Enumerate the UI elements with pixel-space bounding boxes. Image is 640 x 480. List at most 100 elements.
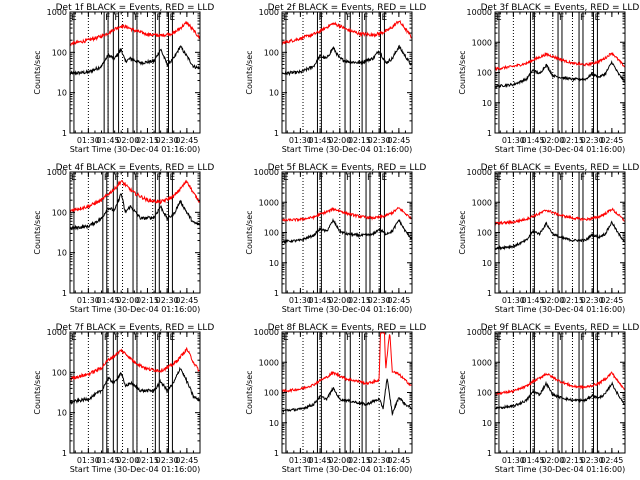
flag-label: F <box>156 173 161 183</box>
lld-series-line <box>69 346 200 382</box>
y-axis-label: Counts/sec <box>245 370 254 414</box>
panel-title: Det 7f BLACK = Events, RED = LLD <box>56 323 215 333</box>
y-tick-label: 1000 <box>47 8 67 17</box>
flag-label: F <box>531 333 536 343</box>
x-axis-label: Start Time (30-Dec-04 01:16:00) <box>495 305 626 314</box>
flag-label: F <box>156 333 161 343</box>
x-tick-label: 02:30 <box>368 136 391 145</box>
flag-label: F <box>346 13 351 23</box>
y-tick-label: 1 <box>487 289 492 298</box>
panel-title: Det 4f BLACK = Events, RED = LLD <box>56 163 215 173</box>
y-tick-label: 10000 <box>467 168 492 177</box>
x-axis-label: Start Time (30-Dec-04 01:16:00) <box>282 145 413 154</box>
x-tick-label: 02:30 <box>156 136 179 145</box>
flag-label: F <box>559 333 564 343</box>
y-tick-label: 10 <box>57 249 67 258</box>
x-tick-label: 01:45 <box>309 136 332 145</box>
x-tick-label: 01:45 <box>97 296 120 305</box>
x-tick-label: 02:45 <box>600 296 623 305</box>
plot-frame <box>281 11 413 134</box>
events-series-line <box>494 220 625 251</box>
y-tick-label: 1 <box>274 449 279 458</box>
y-axis-label: Counts/sec <box>33 370 42 414</box>
x-axis-label: Start Time (30-Dec-04 01:16:00) <box>282 305 413 314</box>
y-tick-label: 1 <box>62 289 67 298</box>
events-series-line <box>282 378 412 417</box>
panel-title: Det 6f BLACK = Events, RED = LLD <box>481 163 640 173</box>
y-axis-label: Counts/sec <box>33 210 42 254</box>
x-axis-label: Start Time (30-Dec-04 01:16:00) <box>282 465 413 474</box>
x-tick-label: 01:45 <box>522 456 545 465</box>
flag-label: E <box>496 173 502 183</box>
y-tick-label: 10 <box>269 89 279 98</box>
flag-label: E <box>381 173 387 183</box>
lld-series-line <box>281 20 412 46</box>
x-tick-label: 02:15 <box>348 456 371 465</box>
y-tick-label: 100 <box>264 48 279 57</box>
lld-series-line <box>281 206 412 223</box>
x-tick-label: 02:00 <box>541 136 564 145</box>
y-tick-label: 10 <box>482 99 492 108</box>
x-tick-label: 01:45 <box>97 456 120 465</box>
x-tick-label: 02:30 <box>581 456 604 465</box>
y-tick-label: 1000 <box>259 358 279 367</box>
y-tick-label: 100 <box>52 48 67 57</box>
flag-label: E <box>496 333 502 343</box>
x-tick-label: 02:30 <box>368 456 391 465</box>
x-tick-label: 02:30 <box>156 296 179 305</box>
x-tick-label: 02:15 <box>561 136 584 145</box>
flag-label: F <box>114 333 119 343</box>
x-tick-label: 01:30 <box>289 136 312 145</box>
panel-title: Det 5f BLACK = Events, RED = LLD <box>268 163 427 173</box>
x-tick-label: 02:00 <box>116 296 139 305</box>
x-tick-label: 02:15 <box>561 456 584 465</box>
flag-label: E <box>594 13 600 23</box>
x-tick-label: 02:30 <box>581 296 604 305</box>
x-tick-label: 02:00 <box>328 456 351 465</box>
y-tick-label: 1000 <box>472 198 492 207</box>
flag-label: E <box>381 13 387 23</box>
plot-frame <box>69 331 201 454</box>
x-axis-label: Start Time (30-Dec-04 01:16:00) <box>495 465 626 474</box>
y-tick-label: 1 <box>62 449 67 458</box>
x-tick-label: 02:45 <box>387 136 410 145</box>
x-tick-label: 02:30 <box>156 456 179 465</box>
flag-label: F <box>134 333 139 343</box>
flag-label: F <box>580 173 585 183</box>
flag-label: F <box>105 13 110 23</box>
y-tick-label: 1 <box>274 289 279 298</box>
y-tick-label: 1 <box>487 449 492 458</box>
events-series-line <box>69 44 200 76</box>
x-tick-label: 02:15 <box>136 296 159 305</box>
flag-label: F <box>363 13 368 23</box>
y-axis-label: Counts/sec <box>458 370 467 414</box>
x-axis-label: Start Time (30-Dec-04 01:16:00) <box>495 145 626 154</box>
y-tick-label: 100 <box>477 229 492 238</box>
x-tick-label: 02:15 <box>136 456 159 465</box>
x-tick-label: 02:15 <box>348 296 371 305</box>
x-tick-label: 01:45 <box>522 136 545 145</box>
x-tick-label: 01:45 <box>97 136 120 145</box>
x-tick-label: 02:30 <box>368 296 391 305</box>
y-tick-label: 1000 <box>47 328 67 337</box>
x-tick-label: 01:45 <box>309 296 332 305</box>
flag-label: E <box>594 333 600 343</box>
flag-label: F <box>318 333 323 343</box>
flag-label: E <box>283 333 289 343</box>
flag-label: E <box>594 173 600 183</box>
y-tick-label: 10000 <box>254 328 279 337</box>
x-tick-label: 02:45 <box>175 136 198 145</box>
plot-frame <box>281 331 413 454</box>
flag-label: F <box>104 173 109 183</box>
x-tick-label: 01:30 <box>502 136 525 145</box>
x-tick-label: 02:15 <box>136 136 159 145</box>
flag-label: F <box>346 333 351 343</box>
x-tick-label: 02:00 <box>541 296 564 305</box>
flag-label: F <box>559 13 564 23</box>
